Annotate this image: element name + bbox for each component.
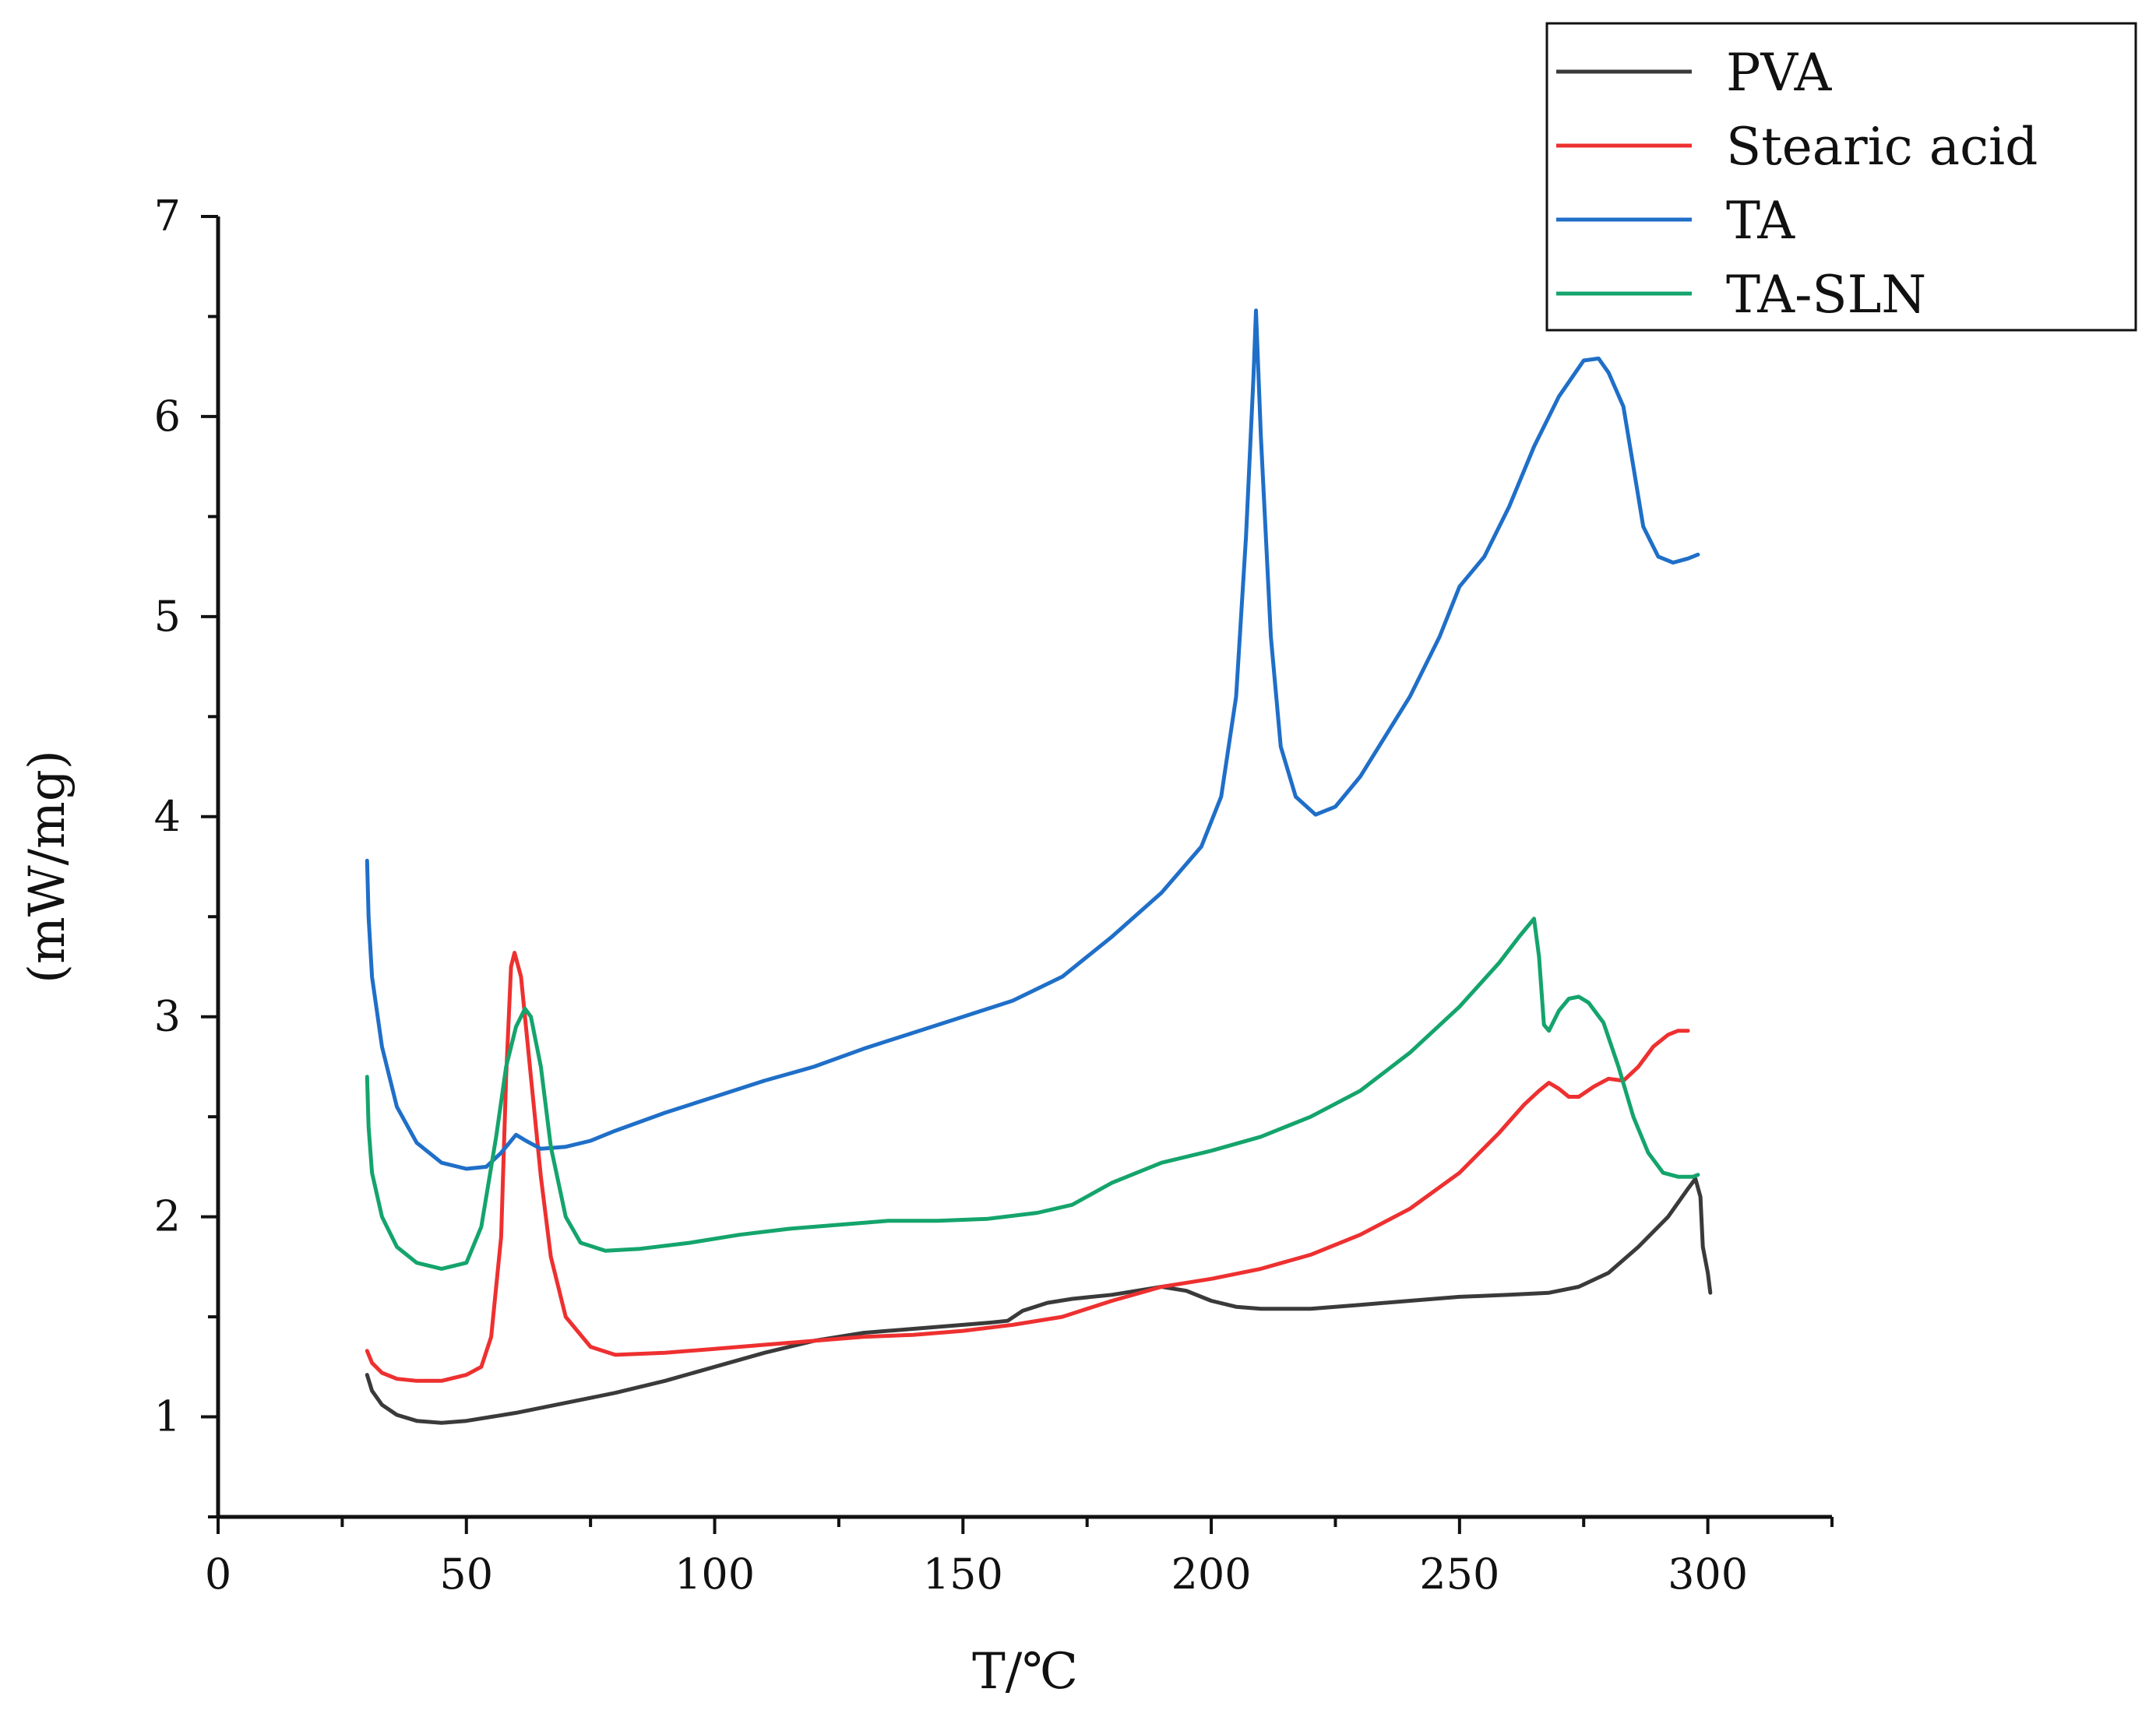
legend-box <box>1545 22 2137 332</box>
y-tick-label: 2 <box>154 1192 181 1241</box>
legend-label-ta: TA <box>1726 191 1795 251</box>
x-ticks: 0 50 100 150 200 250 300 <box>205 1517 1834 1599</box>
y-tick-label: 4 <box>154 792 181 841</box>
x-tick-label: 100 <box>675 1550 755 1599</box>
y-tick-label: 3 <box>154 992 181 1041</box>
legend-items: PVA Stearic acid TA TA-SLN <box>1556 43 2038 325</box>
y-tick-label: 6 <box>154 392 181 441</box>
x-axis-label: T/℃ <box>972 1643 1078 1701</box>
x-tick-label: 150 <box>923 1550 1003 1599</box>
legend-label-ta-sln: TA-SLN <box>1726 265 1926 325</box>
y-tick-label: 7 <box>154 192 181 241</box>
legend-label-pva: PVA <box>1726 43 1833 103</box>
y-tick-label: 1 <box>154 1392 181 1441</box>
y-tick-label: 5 <box>154 592 181 641</box>
series-group <box>365 308 1713 1425</box>
x-tick-label: 300 <box>1668 1550 1748 1599</box>
x-tick-label: 0 <box>205 1550 231 1599</box>
x-tick-label: 250 <box>1419 1550 1499 1599</box>
legend: PVA Stearic acid TA TA-SLN <box>1545 22 2137 332</box>
x-tick-label: 50 <box>439 1550 493 1599</box>
x-tick-label: 200 <box>1171 1550 1252 1599</box>
series-line-ta <box>365 308 1700 1171</box>
axes-group <box>216 216 1832 1519</box>
y-axis-label: (mW/mg) <box>19 750 76 983</box>
series-line-ta-sln <box>365 917 1700 1271</box>
series-line-pva <box>365 1177 1713 1425</box>
legend-label-stearic-acid: Stearic acid <box>1726 117 2038 177</box>
series-line-stearic-acid <box>365 951 1690 1383</box>
y-ticks: 1 2 3 4 5 6 7 <box>154 192 218 1518</box>
